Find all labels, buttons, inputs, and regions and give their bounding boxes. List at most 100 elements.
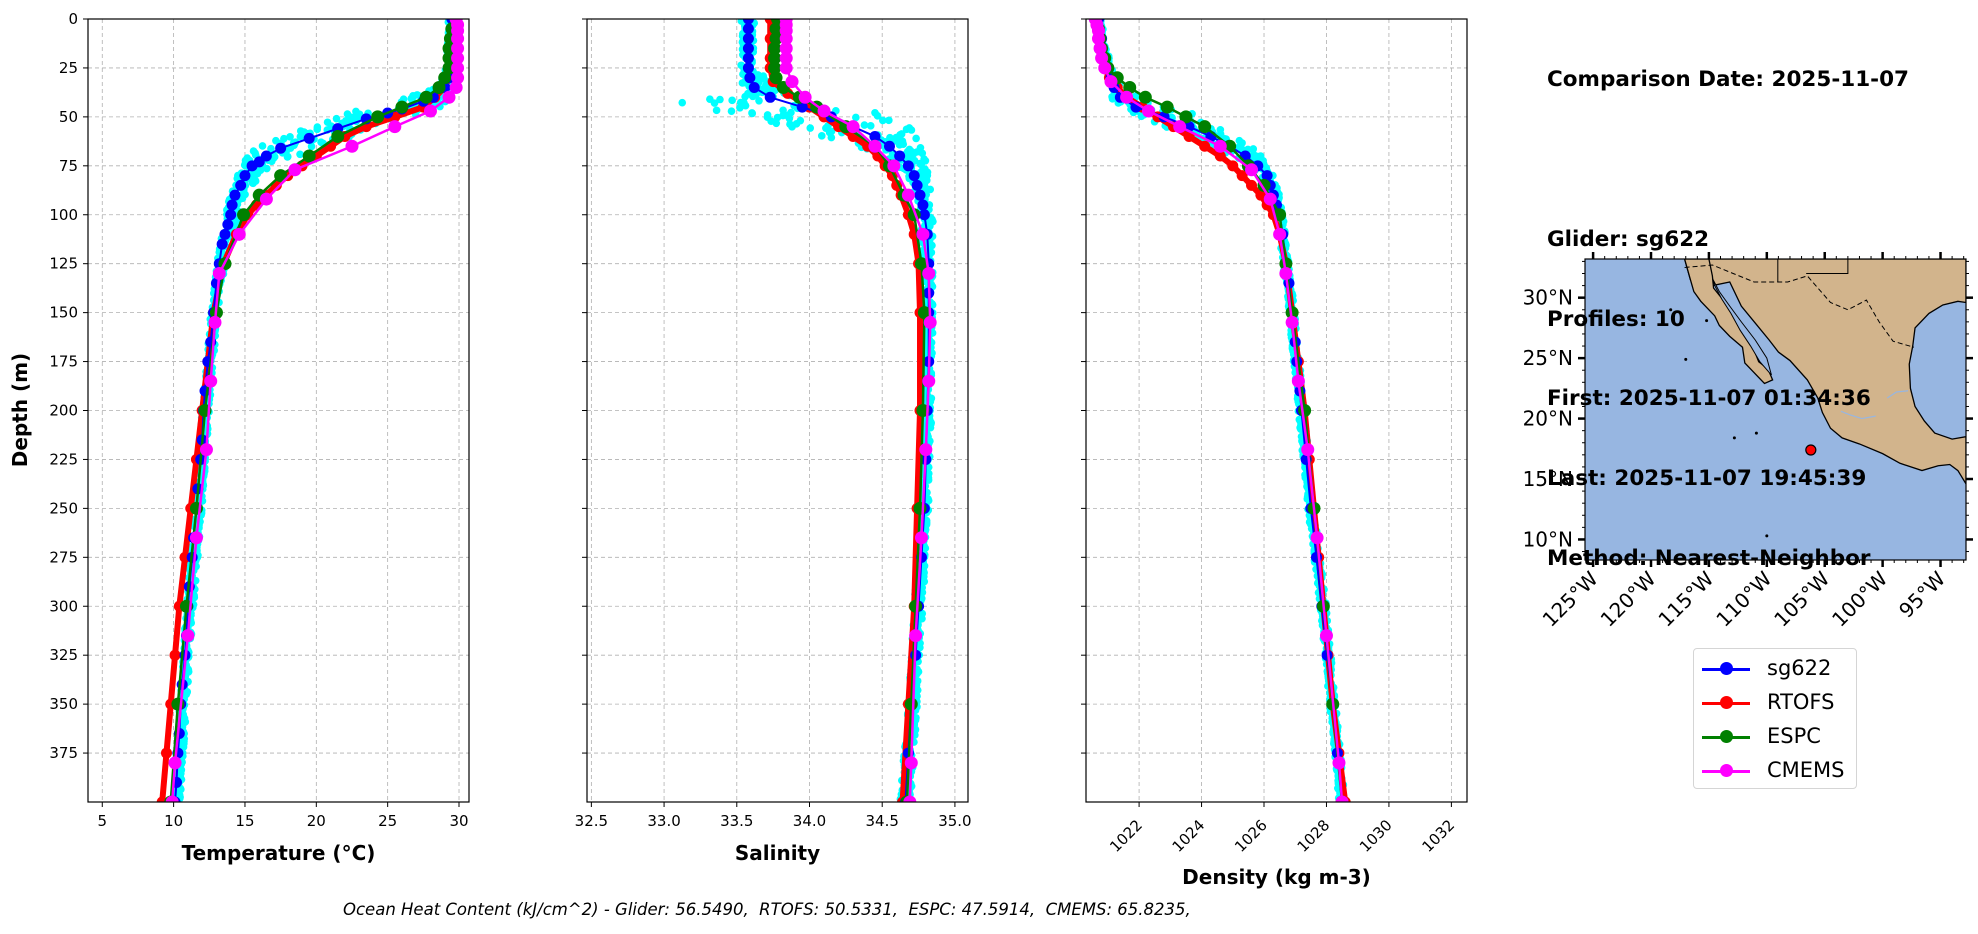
data-point-cmems: [904, 756, 918, 770]
y-tick-label: 375: [49, 744, 78, 762]
data-point-cmems: [199, 443, 213, 457]
data-point-cmems: [1091, 32, 1105, 46]
data-point-cmems: [779, 61, 793, 75]
data-point-espc: [769, 22, 783, 36]
data-point-cmems: [901, 188, 915, 202]
data-point-sg622: [764, 91, 776, 103]
x-tick-label: 35.0: [938, 812, 971, 830]
y-tick-label: 175: [49, 353, 78, 371]
x-tick-label: 1028: [1294, 816, 1334, 856]
data-point-cmems: [919, 443, 933, 457]
data-point-cmems: [1291, 374, 1305, 388]
x-tick-label: 1026: [1231, 816, 1271, 856]
data-point-cmems: [442, 90, 456, 104]
raw-glider-point: [748, 109, 757, 118]
data-point-cmems: [779, 32, 793, 46]
river: [1886, 390, 1909, 399]
data-point-rtofs: [1246, 179, 1258, 191]
data-point-espc: [904, 697, 918, 711]
island: [1732, 436, 1736, 440]
profile-count: Profiles: 10: [1547, 306, 1685, 332]
data-point-cmems: [388, 120, 402, 134]
glider-name: Glider: sg622: [1547, 226, 1710, 252]
legend-label-rtofs: RTOFS: [1767, 690, 1835, 714]
comparison-date: Comparison Date: 2025-11-07: [1547, 67, 1910, 93]
data-point-cmems: [923, 315, 937, 329]
data-point-sg622: [1261, 170, 1273, 182]
data-point-espc: [419, 90, 433, 104]
land-baja: [1683, 259, 1774, 385]
data-point-sg622: [219, 228, 231, 240]
data-point-cmems: [846, 120, 860, 134]
data-point-sg622: [275, 142, 287, 154]
data-point-cmems: [798, 90, 812, 104]
data-point-cmems: [1310, 531, 1324, 545]
raw-glider-point: [866, 122, 875, 130]
data-point-sg622: [748, 82, 760, 94]
lat-tick-label: 15°N: [1523, 467, 1573, 491]
data-point-cmems: [259, 192, 273, 206]
ocean-heat-content-caption: Ocean Heat Content (kJ/cm^2) - Glider: 5…: [343, 900, 1191, 919]
data-point-cmems: [1245, 163, 1259, 177]
raw-glider-point: [1249, 145, 1258, 153]
legend-marker-espc: [1720, 730, 1733, 743]
data-point-cmems: [204, 374, 218, 388]
raw-glider-scatter: [170, 19, 461, 802]
data-point-cmems: [1319, 629, 1333, 643]
data-point-espc: [302, 149, 316, 163]
raw-glider-point: [313, 125, 322, 134]
data-point-cmems: [1173, 120, 1187, 134]
y-tick-label: 325: [49, 646, 78, 664]
y-tick-label: 125: [49, 255, 78, 273]
legend-marker-rtofs: [1720, 696, 1733, 709]
raw-glider-point: [332, 114, 341, 123]
island: [1684, 357, 1688, 361]
raw-glider-point: [248, 178, 257, 187]
data-point-cmems: [779, 51, 793, 65]
raw-glider-point: [296, 150, 304, 159]
x-tick-label: 1032: [1418, 816, 1458, 856]
country-border: [1684, 264, 1915, 348]
depth-axis-label: Depth (m): [8, 353, 32, 467]
data-point-cmems: [817, 104, 831, 118]
lat-tick-label: 20°N: [1523, 407, 1573, 431]
raw-glider-point: [755, 97, 763, 105]
y-tick-label: 300: [49, 597, 78, 615]
data-point-cmems: [922, 374, 936, 388]
data-point-sg622: [216, 238, 228, 250]
data-point-cmems: [165, 795, 179, 802]
raw-glider-point: [741, 92, 749, 101]
series-cmems: [779, 19, 937, 802]
data-point-cmems: [922, 266, 936, 280]
data-point-cmems: [1098, 61, 1112, 75]
legend-item-espc: ESPC: [1702, 722, 1852, 752]
legend-marker-cmems: [1720, 764, 1733, 777]
data-point-espc: [769, 71, 783, 85]
raw-glider-point: [307, 142, 316, 151]
data-point-sg622: [742, 62, 754, 74]
data-point-cmems: [1335, 795, 1349, 802]
plot-area: [678, 19, 937, 802]
raw-glider-point: [727, 107, 736, 115]
data-point-sg622: [902, 160, 914, 172]
method: Method: Nearest-Neighbor: [1547, 545, 1871, 571]
location-map: 30°N25°N20°N15°N10°N125°W120°W115°W110°W…: [1523, 252, 1973, 632]
raw-glider-point: [860, 121, 869, 129]
raw-glider-point: [806, 124, 815, 132]
data-point-espc: [1198, 120, 1212, 134]
raw-glider-point: [283, 152, 292, 161]
raw-glider-point: [885, 116, 893, 125]
y-tick-label: 225: [49, 450, 78, 468]
data-point-cmems: [181, 629, 195, 643]
data-point-rtofs: [1255, 189, 1267, 201]
raw-glider-point: [907, 126, 916, 134]
x-tick-label: 1024: [1169, 816, 1209, 856]
data-point-cmems: [1104, 75, 1118, 89]
y-tick-label: 0: [68, 10, 78, 28]
raw-glider-point: [918, 149, 927, 158]
data-point-espc: [1179, 110, 1193, 124]
data-point-sg622: [742, 52, 754, 64]
data-point-cmems: [451, 61, 465, 75]
data-point-sg622: [796, 101, 808, 113]
